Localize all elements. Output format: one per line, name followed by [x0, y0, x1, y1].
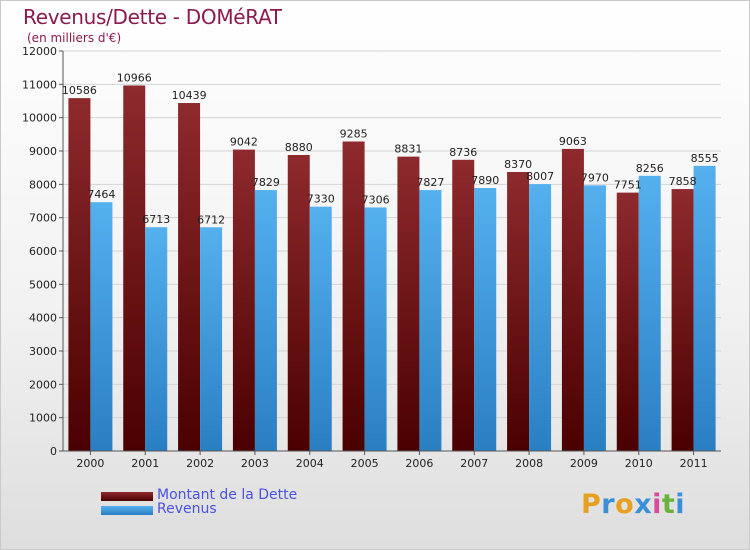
x-tick-label: 2009: [570, 457, 598, 470]
legend-label-revenus: Revenus: [157, 501, 217, 517]
logo-letter: i: [675, 489, 686, 520]
data-label-revenus: 8007: [526, 170, 554, 183]
y-tick-label: 10000: [22, 112, 57, 125]
data-label-revenus: 7306: [362, 193, 390, 206]
x-axis: 2000 2001 2002 2003 2004 2005 2006 2007 2008 2009…: [63, 450, 721, 470]
bar-revenus: [419, 190, 442, 451]
x-tick-label: 2001: [131, 457, 159, 470]
x-tick-label: 2010: [625, 457, 653, 470]
x-tick-label: 2011: [680, 457, 708, 470]
data-label-dette: 9042: [230, 136, 258, 149]
data-label-dette: 10966: [117, 71, 152, 84]
data-label-dette: 8736: [449, 146, 477, 159]
y-tick-label: 1000: [29, 412, 57, 425]
bar-revenus: [200, 227, 223, 451]
y-tick-label: 8000: [29, 178, 57, 191]
logo-letter: x: [634, 489, 653, 520]
legend-swatch-revenus: [101, 506, 153, 515]
data-label-revenus: 8256: [636, 162, 664, 175]
y-tick-label: 6000: [29, 245, 57, 258]
y-axis: 0 1000 2000 3000 4000 5000 6000 7000 8000 9000 100…: [22, 45, 64, 458]
bar-dette: [561, 148, 584, 451]
y-tick-label: 7000: [29, 212, 57, 225]
bar-revenus: [90, 202, 113, 451]
bar-dette: [507, 172, 530, 451]
x-tick-label: 2003: [241, 457, 269, 470]
logo-letter: t: [661, 489, 676, 520]
y-tick-label: 0: [50, 445, 57, 458]
data-label-dette: 10586: [62, 84, 97, 97]
data-label-dette: 9285: [340, 128, 368, 141]
data-label-revenus: 8555: [691, 152, 719, 165]
data-label-dette: 7751: [614, 179, 642, 192]
data-label-revenus: 7827: [416, 176, 444, 189]
logo-letter: r: [601, 489, 616, 520]
data-label-revenus: 7330: [307, 193, 335, 206]
x-tick-label: 2002: [186, 457, 214, 470]
x-tick-label: 2006: [405, 457, 433, 470]
data-label-dette: 8880: [285, 141, 313, 154]
data-label-revenus: 6713: [142, 213, 170, 226]
logo-letter: i: [652, 489, 662, 520]
y-tick-label: 9000: [29, 145, 57, 158]
bar-dette: [397, 156, 420, 451]
data-label-revenus: 7890: [471, 174, 499, 187]
y-tick-label: 4000: [29, 312, 57, 325]
data-label-revenus: 7829: [252, 176, 280, 189]
y-tick-label: 2000: [29, 378, 57, 391]
legend-swatch-dette: [101, 492, 153, 501]
bars: [68, 85, 716, 452]
bar-revenus: [474, 188, 497, 451]
data-label-dette: 8831: [394, 143, 422, 156]
bar-revenus: [583, 185, 606, 452]
bar-dette: [178, 103, 201, 452]
data-label-dette: 9063: [559, 135, 587, 148]
bar-revenus: [529, 184, 552, 451]
data-label-revenus: 7464: [87, 188, 115, 201]
x-tick-label: 2000: [76, 457, 104, 470]
y-tick-label: 5000: [29, 278, 57, 291]
data-label-revenus: 7970: [581, 171, 609, 184]
chart-title: Revenus/Dette - DOMéRAT: [23, 5, 282, 29]
y-tick-label: 11000: [22, 78, 57, 91]
bar-revenus: [145, 227, 168, 451]
data-label-revenus: 6712: [197, 213, 225, 226]
bar-dette: [123, 85, 146, 451]
x-tick-label: 2007: [460, 457, 488, 470]
x-tick-label: 2005: [351, 457, 379, 470]
data-label-dette: 8370: [504, 158, 532, 171]
bar-dette: [671, 189, 694, 452]
bar-dette: [232, 149, 255, 451]
bar-revenus: [638, 175, 661, 452]
x-tick-label: 2004: [296, 457, 324, 470]
bar-revenus: [693, 165, 716, 452]
legend-label-dette: Montant de la Dette: [157, 487, 298, 503]
y-tick-label: 3000: [29, 345, 57, 358]
bar-dette: [287, 155, 310, 451]
bar-revenus: [254, 190, 277, 452]
x-tick-label: 2008: [515, 457, 543, 470]
logo-letter: o: [615, 489, 635, 520]
data-label-dette: 10439: [172, 89, 207, 102]
logo-letter: P: [581, 489, 602, 520]
y-tick-label: 12000: [22, 45, 57, 58]
bar-revenus: [364, 207, 387, 451]
bar-dette: [68, 98, 91, 451]
proxiti-logo: Proxiti: [581, 489, 685, 520]
data-label-dette: 7858: [669, 175, 697, 188]
data-labels: 10586 7464 10966 6713 10439 6712 9042 7829 8880 7…: [62, 71, 719, 226]
chart-subtitle: (en milliers d'€): [27, 31, 122, 45]
bar-revenus: [309, 206, 332, 451]
bar-dette: [452, 159, 475, 452]
bar-dette: [342, 141, 365, 451]
bar-dette: [616, 192, 639, 451]
